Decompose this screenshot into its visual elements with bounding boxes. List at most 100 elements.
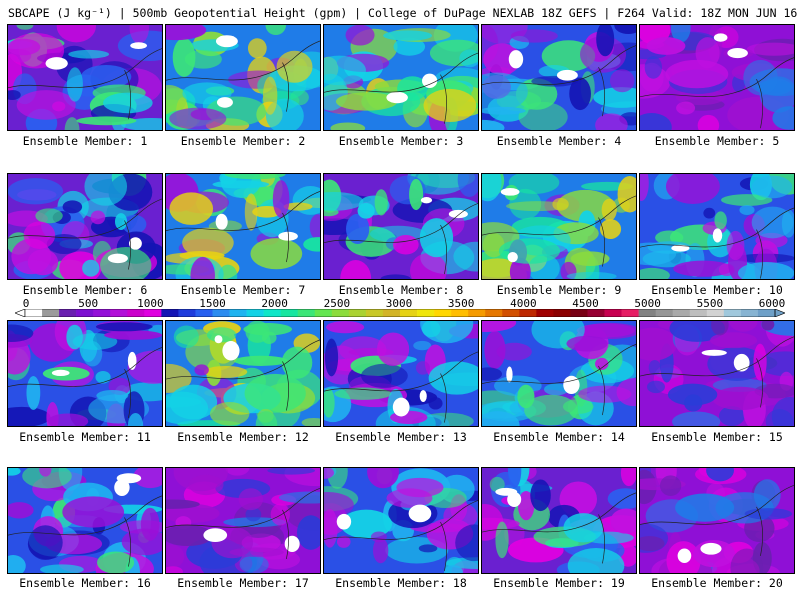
colorbar-swatch (246, 309, 264, 317)
masked-area (507, 252, 518, 263)
cape-blob (483, 43, 521, 75)
state-border (598, 365, 606, 416)
ensemble-member-map (481, 467, 637, 574)
state-border (124, 69, 132, 120)
cape-blob (166, 544, 185, 569)
coastline (324, 203, 478, 244)
coastline (640, 207, 794, 248)
cape-blob (82, 259, 100, 277)
cape-blob (245, 507, 262, 522)
cape-field (8, 25, 162, 130)
colorbar-swatch (689, 309, 708, 317)
cape-blob (224, 174, 286, 180)
cape-blob (730, 548, 764, 573)
masked-area (671, 244, 690, 252)
state-border (282, 62, 290, 112)
cape-blob (566, 335, 608, 352)
cape-blob (39, 564, 84, 573)
cape-blob (166, 363, 192, 393)
cape-blob (706, 468, 734, 482)
masked-area (336, 513, 352, 530)
cape-blob (340, 509, 393, 539)
cape-blob (482, 411, 520, 426)
colorbar-swatch (706, 309, 725, 317)
colorbar-tick-label: 4500 (572, 297, 599, 310)
cape-blob (530, 479, 551, 512)
masked-area (392, 397, 410, 417)
cape-blob (166, 25, 207, 41)
cape-blob (599, 219, 622, 239)
ensemble-member-label: Ensemble Member: 18 (335, 576, 467, 590)
cape-blob (647, 380, 665, 394)
cape-blob (669, 321, 725, 342)
masked-area (51, 369, 70, 377)
cape-blob (757, 351, 794, 377)
cape-field (640, 468, 794, 573)
colorbar-swatch (570, 309, 588, 317)
cape-blob (570, 251, 610, 267)
cape-field (482, 174, 636, 279)
ensemble-member-map (639, 24, 795, 131)
colorbar-swatch (604, 309, 622, 317)
coastline (482, 492, 636, 533)
cape-blob (423, 88, 477, 123)
cape-blob (374, 189, 388, 216)
cape-blob (455, 524, 478, 562)
ensemble-member-map (639, 467, 795, 574)
coastline (8, 48, 162, 89)
masked-area (129, 237, 142, 250)
cape-blob (556, 189, 614, 222)
cape-blob (665, 174, 720, 205)
cape-blob (190, 256, 215, 279)
cape-blob (380, 274, 411, 279)
ensemble-member-label: Ensemble Member: 10 (651, 283, 783, 297)
colorbar-tick-label: 2500 (323, 297, 351, 310)
masked-area (712, 228, 723, 243)
cape-blob (771, 397, 794, 426)
coastline (166, 191, 320, 231)
masked-area (448, 209, 468, 219)
cape-blob (27, 249, 59, 276)
coastline (8, 347, 162, 387)
cape-field (166, 25, 320, 130)
cape-blob (496, 342, 532, 361)
cape-blob (601, 198, 617, 222)
masked-area (713, 33, 728, 42)
colorbar-swatch (42, 309, 60, 317)
cape-blob (579, 322, 636, 339)
cape-blob (729, 321, 758, 332)
coastline (8, 198, 162, 239)
cape-blob (127, 412, 144, 426)
cape-blob (97, 551, 135, 573)
cape-blob (383, 30, 432, 41)
colorbar-tick-label: 4000 (510, 297, 537, 310)
cape-field (8, 174, 162, 279)
cape-blob (566, 271, 617, 279)
coastline (482, 195, 636, 236)
cape-blob (172, 37, 196, 77)
colorbar-swatch (723, 309, 742, 317)
cape-blob (697, 114, 720, 130)
colorbar-swatch (587, 309, 605, 317)
cape-blob (743, 59, 778, 96)
cape-blob (746, 42, 794, 56)
cape-blob (276, 50, 313, 83)
cape-blob (104, 330, 162, 340)
cape-field (482, 321, 636, 426)
state-border (756, 229, 764, 279)
cape-blob (524, 394, 578, 426)
cape-blob (301, 417, 320, 426)
cape-blob (26, 375, 41, 410)
cape-blob (66, 67, 83, 102)
cape-blob (229, 547, 284, 558)
colorbar-swatch (740, 309, 759, 317)
cape-blob (62, 200, 83, 214)
cape-blob (247, 38, 267, 59)
colorbar-swatch (195, 309, 213, 317)
cape-blob (95, 322, 153, 332)
cape-blob (133, 468, 162, 489)
cape-blob (345, 25, 375, 46)
ensemble-member-label: Ensemble Member: 6 (22, 283, 148, 297)
cape-blob (372, 537, 389, 564)
cape-blob (303, 237, 320, 252)
